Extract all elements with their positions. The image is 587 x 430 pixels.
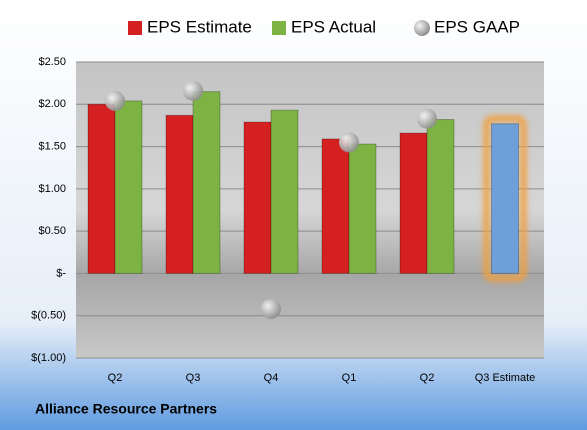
bar	[114, 100, 143, 274]
plot-area	[76, 62, 544, 358]
y-tick-label: $2.00	[38, 98, 66, 110]
bar	[399, 132, 428, 274]
bar	[192, 91, 221, 274]
bar	[270, 109, 299, 274]
chart-title: Alliance Resource Partners	[35, 401, 217, 417]
bar	[243, 121, 272, 274]
y-tick-label: $1.50	[38, 140, 66, 152]
x-tick-label: Q1	[342, 372, 357, 384]
y-tick-label: $2.50	[38, 56, 66, 68]
x-tick-label: Q3	[186, 372, 201, 384]
x-tick-label: Q2	[420, 372, 435, 384]
bar	[87, 103, 116, 274]
gaap-point	[417, 108, 437, 129]
bar	[165, 114, 194, 274]
y-tick-label: $-	[56, 267, 66, 279]
x-tick-label: Q4	[264, 372, 279, 384]
bar	[491, 123, 519, 274]
y-tick-label: $(1.00)	[31, 352, 66, 364]
y-tick-label: $0.50	[38, 225, 66, 237]
legend-marker	[128, 21, 142, 35]
y-tick-label: $(0.50)	[31, 310, 66, 322]
gaap-point	[261, 298, 281, 319]
legend-marker	[272, 21, 286, 35]
legend-marker	[414, 20, 430, 36]
bar	[426, 119, 455, 274]
x-tick-label: Q3 Estimate	[475, 372, 536, 384]
y-tick-label: $1.00	[38, 183, 66, 195]
highlight-glow	[483, 115, 527, 282]
gaap-point	[183, 80, 203, 101]
bar	[321, 138, 350, 274]
legend-label: EPS GAAP	[434, 17, 520, 36]
gaap-point	[105, 90, 125, 111]
x-tick-label: Q2	[108, 372, 123, 384]
gaap-point	[339, 132, 359, 153]
legend-label: EPS Actual	[291, 17, 376, 36]
bar	[348, 143, 377, 274]
legend-label: EPS Estimate	[147, 17, 252, 36]
